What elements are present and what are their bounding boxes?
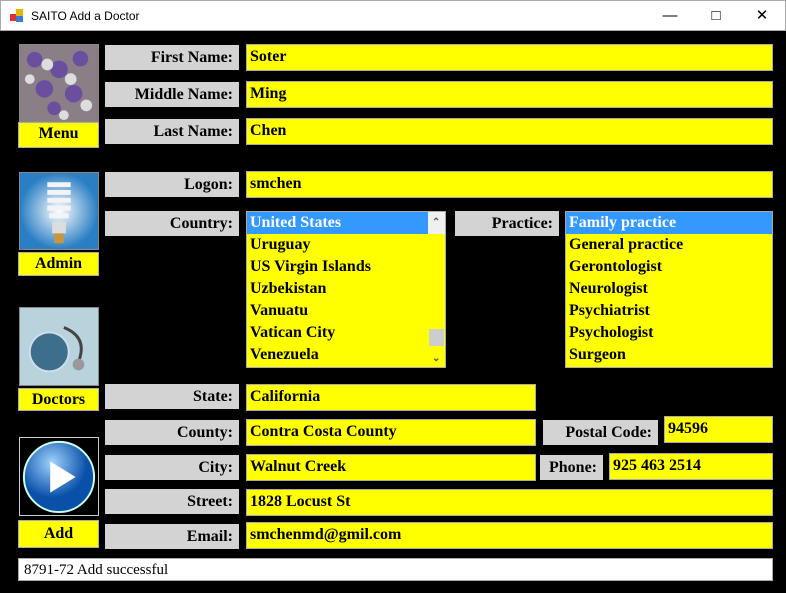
email-label: Email: [105,524,239,549]
practice-option[interactable]: Psychologist [569,324,654,341]
last-name-input[interactable]: Chen [246,118,773,145]
last-name-label: Last Name: [105,119,239,144]
city-label: City: [105,455,239,480]
play-button-image[interactable] [19,437,99,516]
maximize-icon[interactable]: □ [711,7,721,24]
scroll-up-icon[interactable]: ⌃ [432,217,441,228]
practice-option[interactable]: Surgeon [569,346,626,363]
middle-name-label: Middle Name: [105,82,239,107]
country-scrollbar[interactable]: ⌃ ⌄ [428,212,445,364]
practice-option[interactable]: Psychiatrist [569,302,650,319]
email-input[interactable]: smchenmd@gmil.com [246,522,773,549]
phone-label: Phone: [540,455,603,480]
country-option[interactable]: Uruguay [250,236,311,253]
state-label: State: [105,384,239,409]
county-label: County: [105,420,239,445]
window-title: SAITO Add a Doctor [31,9,140,23]
logon-label: Logon: [105,172,239,197]
first-name-input[interactable]: Soter [246,44,773,71]
country-listbox[interactable]: United States Uruguay US Virgin Islands … [246,211,446,368]
practice-option[interactable]: Gerontologist [569,258,663,275]
country-label: Country: [105,211,239,236]
street-input[interactable]: 1828 Locust St [246,489,773,516]
county-input[interactable]: Contra Costa County [246,419,536,446]
postal-code-input[interactable]: 94596 [664,416,773,443]
practice-listbox[interactable]: Family practice General practice Geronto… [565,211,773,368]
app-icon [10,9,23,22]
country-option[interactable]: United States [247,212,428,234]
practice-option[interactable]: General practice [569,236,684,253]
country-option[interactable]: Uzbekistan [250,280,327,297]
title-bar: SAITO Add a Doctor — □ ✕ [0,0,786,31]
state-input[interactable]: California [246,384,536,411]
middle-name-input[interactable]: Ming [246,81,773,108]
close-icon[interactable]: ✕ [755,7,769,24]
stethoscope-globe-image[interactable] [19,307,99,386]
doctors-button[interactable]: Doctors [18,388,99,411]
logon-input[interactable]: smchen [246,171,773,198]
scroll-down-icon[interactable]: ⌄ [432,353,441,364]
street-label: Street: [105,489,239,514]
postal-code-label: Postal Code: [543,420,658,445]
add-button[interactable]: Add [18,520,99,548]
country-option[interactable]: Vanuatu [250,302,309,319]
admin-button[interactable]: Admin [18,252,99,276]
phone-input[interactable]: 925 463 2514 [609,453,773,480]
city-input[interactable]: Walnut Creek [246,454,536,481]
practice-label: Practice: [455,211,559,236]
lightbulb-image[interactable] [19,172,99,250]
country-option[interactable]: US Virgin Islands [250,258,371,275]
wisteria-image[interactable] [19,44,99,122]
minimize-icon[interactable]: — [662,7,678,24]
first-name-label: First Name: [105,45,239,70]
country-option[interactable]: Vatican City [250,324,336,341]
scroll-thumb[interactable] [429,329,444,346]
practice-option[interactable]: Neurologist [569,280,648,297]
country-option[interactable]: Venezuela [250,346,319,363]
status-bar: 8791-72 Add successful [18,558,773,581]
practice-option[interactable]: Family practice [566,212,772,234]
menu-button[interactable]: Menu [18,122,99,148]
